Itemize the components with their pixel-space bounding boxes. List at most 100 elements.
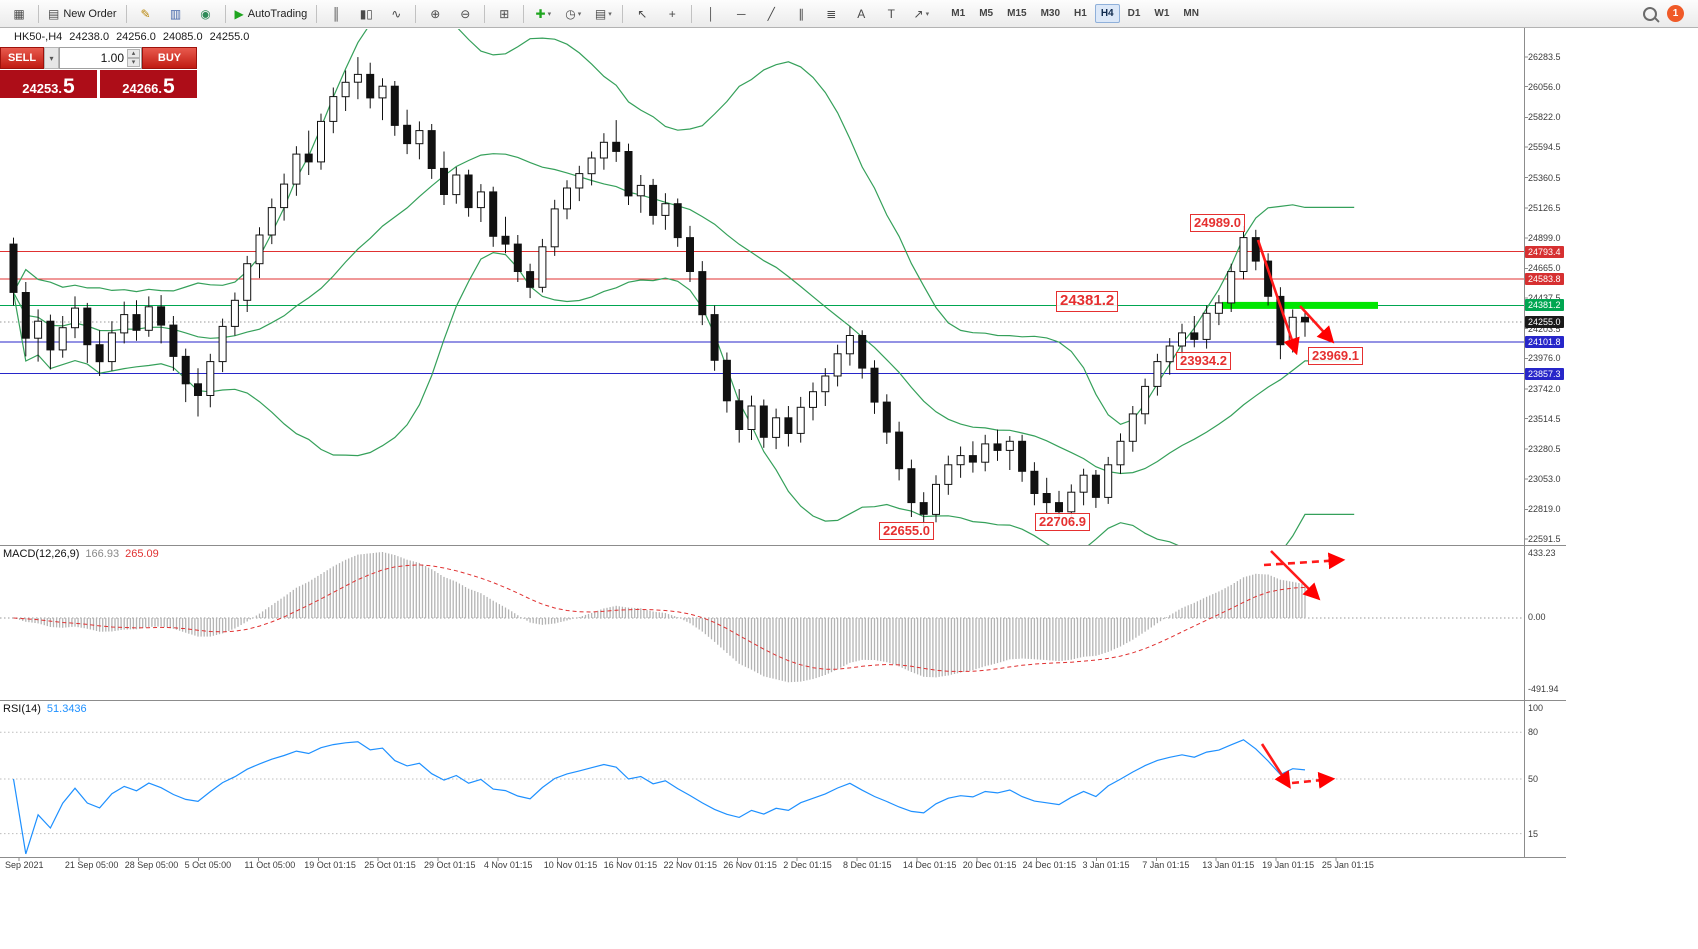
candle xyxy=(1042,493,1051,504)
caret-down-icon: ▾ xyxy=(608,10,612,18)
volume-increase-icon[interactable]: ▴ xyxy=(127,49,140,58)
timeframe-d1[interactable]: D1 xyxy=(1127,8,1141,19)
price-annotation[interactable]: 23969.1 xyxy=(1308,347,1363,366)
candle xyxy=(280,183,289,209)
trendline-icon-glyph: ╱ xyxy=(767,6,775,21)
timeframe-m15[interactable]: M15 xyxy=(1007,8,1027,19)
timeframe-h4[interactable]: H4 xyxy=(1094,4,1120,23)
text-label-icon[interactable]: T xyxy=(877,2,905,26)
rsi-indicator xyxy=(0,731,1524,855)
price-axis-label: 23280.5 xyxy=(1528,444,1561,454)
time-axis-label: 5 Oct 05:00 xyxy=(184,860,232,870)
candle xyxy=(317,120,325,163)
candle xyxy=(526,271,535,288)
one-click-trading-panel: SELL ▾ 1.00 ▴ ▾ BUY 24253. 5 24266. 5 xyxy=(0,47,197,98)
sell-price[interactable]: 24253. 5 xyxy=(0,70,97,98)
candle xyxy=(747,405,756,430)
timeframe-m30[interactable]: M30 xyxy=(1040,8,1061,19)
timeframe-m5[interactable]: M5 xyxy=(979,8,994,19)
text-icon[interactable]: A xyxy=(847,2,875,26)
trend-arrows[interactable] xyxy=(1256,239,1346,789)
help-icon-glyph: ◉ xyxy=(200,6,211,21)
zoom-in-icon[interactable]: ⊕ xyxy=(421,2,449,26)
market-watch-icon[interactable]: ▥ xyxy=(162,2,190,26)
autotrading-button-label: AutoTrading xyxy=(247,7,308,20)
time-axis-label: Sep 2021 xyxy=(5,860,44,870)
price-axis-label: 23053.0 xyxy=(1528,473,1561,484)
ohlc-low: 24085.0 xyxy=(162,31,203,43)
zoom-out-icon[interactable]: ⊖ xyxy=(451,2,479,26)
candle xyxy=(907,468,916,504)
sell-button[interactable]: SELL xyxy=(0,47,44,69)
timeframe-m1[interactable]: M1 xyxy=(951,8,966,19)
timeframe-mn[interactable]: MN xyxy=(1183,8,1199,19)
search-icon[interactable] xyxy=(1643,6,1657,21)
toolbar-buttons: ▦ ▤ New Order ✎ ▥ ◉ ▶ AutoTrading ║ ▮▯ ∿ ⊕ ⊖ ⊞ ✚ ▾ ◷ ▾ ▤ ▾ ↖… xyxy=(4,2,936,26)
price-axis-label: 26283.5 xyxy=(1528,52,1561,62)
new-order-button-glyph: ▤ xyxy=(48,6,60,21)
text-icon-glyph: A xyxy=(857,6,866,21)
panel-separators xyxy=(0,28,1566,861)
time-axis-label: 20 Dec 01:15 xyxy=(962,860,1017,870)
fibonacci-retracement-icon[interactable]: ≣ xyxy=(817,2,845,26)
tile-windows-icon[interactable]: ⊞ xyxy=(490,2,518,26)
time-axis-label: 11 Oct 05:00 xyxy=(244,860,296,870)
buy-price[interactable]: 24266. 5 xyxy=(100,70,197,98)
templates-dropdown[interactable]: ▤ ▾ xyxy=(589,2,617,26)
price-annotation[interactable]: 22655.0 xyxy=(879,522,934,541)
candle xyxy=(993,443,1002,451)
bar-chart-icon[interactable]: ║ xyxy=(322,2,350,26)
candle xyxy=(1276,295,1285,346)
new-order-button[interactable]: ▤ New Order xyxy=(44,2,121,26)
horizontal-line-icon[interactable]: ─ xyxy=(727,2,755,26)
candle xyxy=(944,464,953,485)
candle xyxy=(9,243,18,293)
candle xyxy=(735,400,744,430)
candle xyxy=(341,81,350,98)
price-axis-label: 24665.0 xyxy=(1528,263,1561,274)
line-chart-icon[interactable]: ∿ xyxy=(382,2,410,26)
candle xyxy=(1030,470,1039,494)
autotrading-button[interactable]: ▶ AutoTrading xyxy=(231,2,312,26)
trendline-icon[interactable]: ╱ xyxy=(757,2,785,26)
help-icon[interactable]: ◉ xyxy=(192,2,220,26)
price-annotation[interactable]: 22706.9 xyxy=(1035,513,1090,532)
periods-dropdown[interactable]: ◷ ▾ xyxy=(559,2,587,26)
price-annotation[interactable]: 24381.2 xyxy=(1056,291,1119,312)
candle xyxy=(1202,312,1211,340)
candle xyxy=(686,237,694,273)
time-axis-label: 8 Dec 01:15 xyxy=(843,860,892,870)
candle xyxy=(1116,440,1125,466)
volume-decrease-icon[interactable]: ▾ xyxy=(127,58,140,67)
rsi-axis-label: 80 xyxy=(1528,727,1539,738)
toolbar-separator xyxy=(484,4,486,23)
candle xyxy=(1055,502,1063,513)
candle xyxy=(267,207,276,236)
vertical-line-icon[interactable]: │ xyxy=(697,2,725,26)
toolbar-separator xyxy=(415,4,417,23)
support-zone-highlight[interactable] xyxy=(1222,301,1378,309)
volume-dropdown-icon[interactable]: ▾ xyxy=(44,47,59,69)
candle xyxy=(120,314,129,334)
crosshair-icon[interactable]: + xyxy=(658,2,686,26)
indicators-dropdown[interactable]: ✚ ▾ xyxy=(529,2,557,26)
timeframe-h1[interactable]: H1 xyxy=(1074,8,1087,19)
equidistant-channel-icon[interactable]: ∥ xyxy=(787,2,815,26)
buy-button[interactable]: BUY xyxy=(142,47,197,69)
notifications-badge[interactable]: 1 xyxy=(1667,5,1684,22)
arrows-dropdown[interactable]: ↗ ▾ xyxy=(907,2,935,26)
candle xyxy=(427,130,436,170)
price-annotation[interactable]: 23934.2 xyxy=(1176,352,1231,371)
toolbar-separator xyxy=(38,4,39,23)
timeframe-w1[interactable]: W1 xyxy=(1154,8,1170,19)
metaeditor-icon[interactable]: ✎ xyxy=(132,2,160,26)
price-annotation[interactable]: 24989.0 xyxy=(1190,214,1245,233)
cursor-icon[interactable]: ↖ xyxy=(628,2,656,26)
candlestick-chart-icon[interactable]: ▮▯ xyxy=(352,2,380,26)
new-chart-icon[interactable]: ▦ xyxy=(5,2,33,26)
candle xyxy=(809,391,817,408)
time-axis-label: 24 Dec 01:15 xyxy=(1022,860,1077,870)
ohlc-open: 24238.0 xyxy=(69,31,110,43)
volume-input[interactable]: 1.00 ▴ ▾ xyxy=(59,47,142,69)
